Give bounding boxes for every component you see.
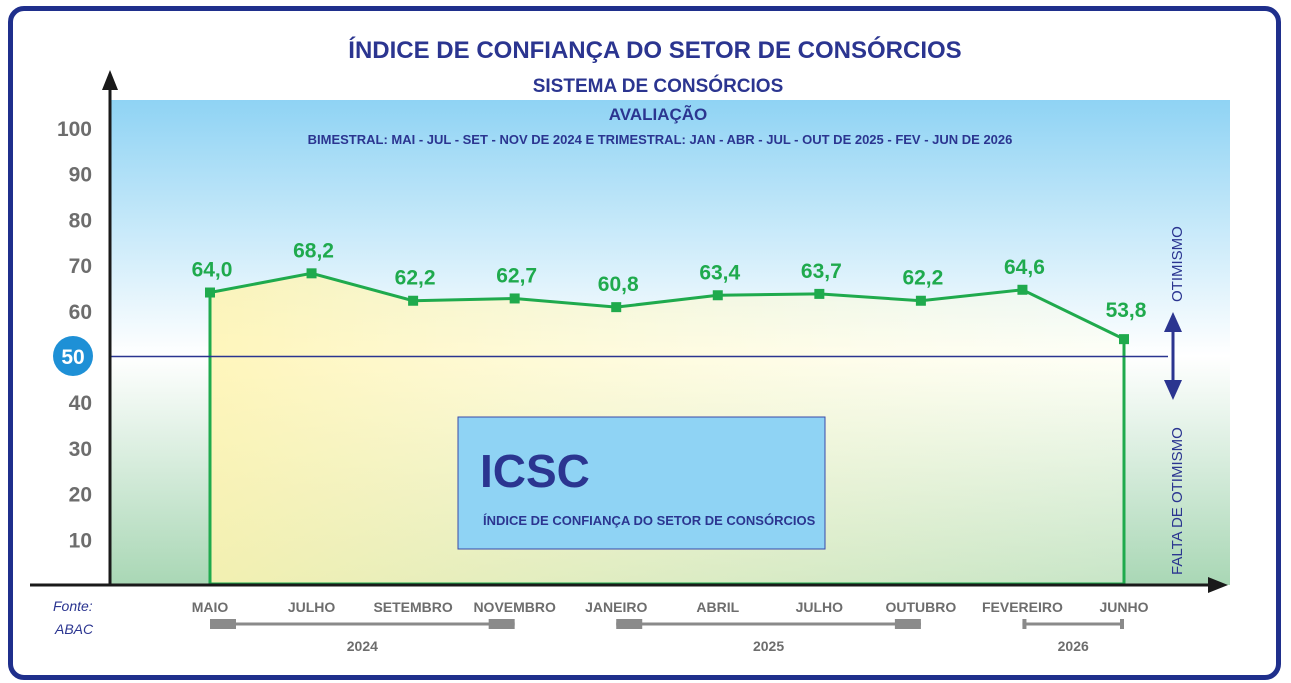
pessimism-side-label: FALTA DE OTIMISMO [1169,427,1186,575]
data-label-3: 62,7 [496,264,537,287]
icsc-box [457,416,826,550]
year-label-2025: 2025 [753,638,784,654]
year-bracket-cap-2026-1 [1120,619,1124,629]
data-label-1: 68,2 [293,239,334,262]
data-label-9: 53,8 [1106,299,1147,322]
series-line [209,271,1125,341]
data-point-5 [712,290,723,301]
data-label-8: 64,6 [1004,256,1045,279]
y-tick-40: 40 [69,392,92,415]
data-labels: 64,0 68,2 62,2 62,7 60,8 63,4 63,7 62,2 64,6 53,8 [192,239,1147,322]
year-bracket-cap-2026-0 [1022,619,1027,629]
data-point-6 [814,288,825,299]
optimism-side-label: OTIMISMO [1169,226,1186,302]
x-tick-0: MAIO [192,599,229,615]
data-point-7 [915,295,926,306]
year-label-2024: 2024 [347,638,378,654]
x-tick-labels: MAIO JULHO SETEMBRO NOVEMBRO JANEIRO ABRIL JUL… [192,599,1149,615]
data-label-0: 64,0 [192,259,233,282]
x-axis-arrow [1208,577,1228,593]
year-bracket-cap-2025-0 [616,619,643,629]
y-tick-80: 80 [69,209,92,232]
reference-badge-label: 50 [61,346,84,369]
data-point-1 [306,268,317,279]
data-label-6: 63,7 [801,260,842,283]
y-tick-90: 90 [69,164,92,187]
year-brackets: 2024 2025 2026 [210,619,1124,654]
x-tick-3: NOVEMBRO [473,599,556,615]
y-tick-30: 30 [69,438,92,461]
data-label-7: 62,2 [902,267,943,290]
source-label: Fonte: [53,598,93,614]
x-tick-5: ABRIL [696,599,739,615]
y-tick-70: 70 [69,255,92,278]
icsc-box-title: ICSC [480,445,590,497]
data-label-2: 62,2 [395,267,436,290]
year-bracket-cap-2024-0 [210,619,236,629]
icsc-box-subtitle: ÍNDICE DE CONFIANÇA DO SETOR DE CONSÓRCI… [483,513,816,528]
reference-badge [53,336,93,376]
x-tick-7: OUTUBRO [885,599,956,615]
data-point-4 [611,302,622,313]
down-arrow-icon [1164,380,1182,400]
y-tick-labels: 10 20 30 40 60 70 80 90 100 [57,118,92,552]
x-tick-6: JULHO [796,599,844,615]
chart-subtitle: SISTEMA DE CONSÓRCIOS [533,75,784,97]
y-tick-20: 20 [69,484,92,507]
chart-title: ÍNDICE DE CONFIANÇA DO SETOR DE CONSÓRCI… [348,36,961,64]
caption-detail: BIMESTRAL: MAI - JUL - SET - NOV DE 2024… [308,132,1013,147]
x-tick-9: JUNHO [1099,599,1148,615]
up-arrow-icon [1164,312,1182,332]
y-tick-10: 10 [69,529,92,552]
y-tick-60: 60 [69,301,92,324]
year-bracket-cap-2024-1 [488,619,515,629]
x-tick-1: JULHO [288,599,336,615]
source-name: ABAC [54,621,94,637]
data-label-5: 63,4 [699,261,740,284]
data-point-2 [408,295,419,306]
data-point-3 [509,293,520,304]
data-label-4: 60,8 [598,273,639,296]
year-label-2026: 2026 [1058,638,1089,654]
caption-title: AVALIAÇÃO [609,104,708,124]
data-point-9 [1119,334,1129,345]
year-bracket-cap-2025-1 [894,619,921,629]
data-markers [205,268,1129,345]
x-tick-4: JANEIRO [585,599,647,615]
data-point-8 [1017,284,1028,295]
y-tick-100: 100 [57,118,92,141]
x-tick-2: SETEMBRO [373,599,452,615]
data-point-0 [205,287,215,298]
y-axis-arrow [102,70,118,90]
x-tick-8: FEVEREIRO [982,599,1063,615]
